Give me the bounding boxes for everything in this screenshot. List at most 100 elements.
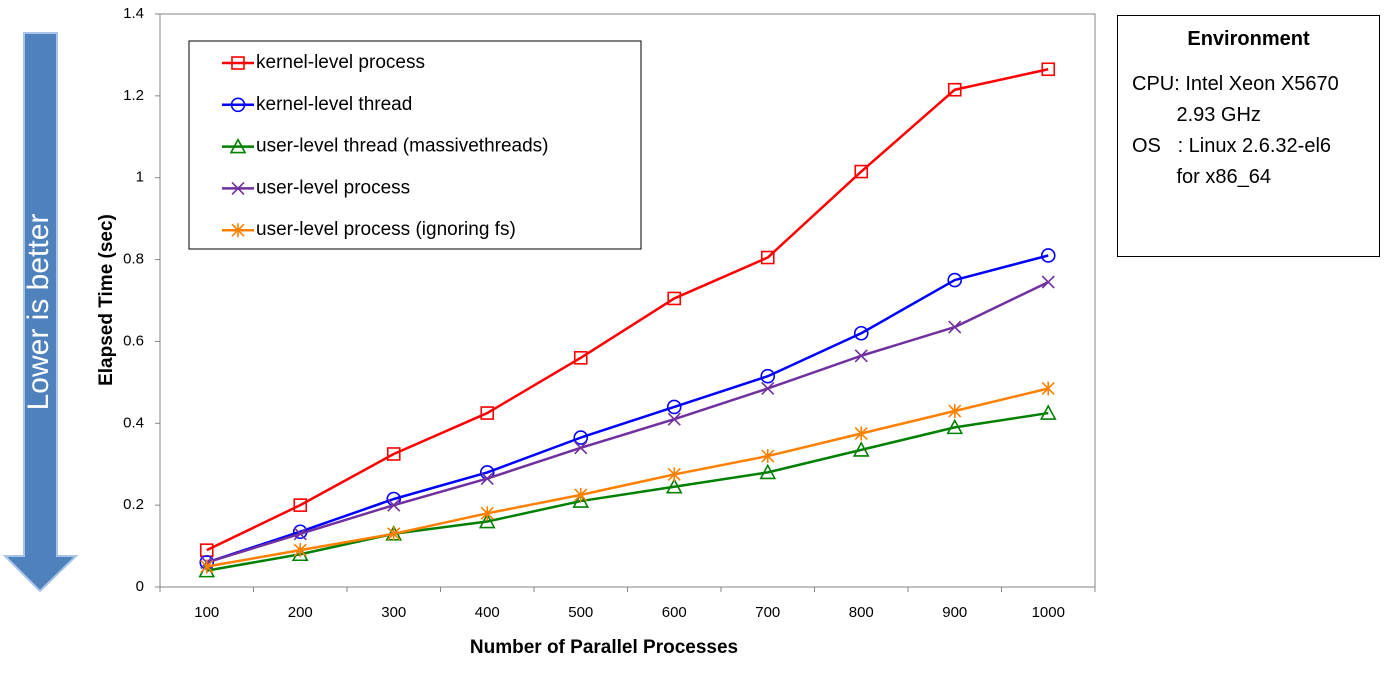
data-point	[667, 467, 681, 482]
data-point	[853, 325, 869, 341]
x-tick-label: 300	[381, 604, 406, 621]
x-tick-label: 800	[849, 604, 874, 621]
legend-box	[188, 40, 642, 250]
data-point	[854, 349, 868, 363]
data-point	[852, 441, 870, 457]
data-point	[229, 137, 247, 154]
data-point	[200, 559, 214, 574]
data-point	[231, 56, 245, 70]
series-line	[206, 280, 1049, 564]
series-line	[206, 387, 1049, 568]
data-point	[761, 449, 775, 464]
data-point	[480, 506, 494, 521]
data-point	[231, 223, 245, 238]
data-point	[667, 291, 682, 306]
data-point	[665, 478, 683, 494]
data-point	[573, 350, 588, 365]
data-point	[1039, 404, 1057, 420]
environment-os-line: OS : Linux 2.6.32-el6	[1132, 135, 1332, 157]
legend-item: kernel-level process	[222, 52, 425, 73]
x-tick-label: 100	[194, 604, 219, 621]
legend-item: user-level process (ignoring fs)	[222, 219, 516, 240]
legend-item: user-level thread (massivethreads)	[222, 136, 549, 157]
arrow-label: Lower is better	[22, 214, 55, 411]
y-tick-label: 0.6	[123, 332, 144, 349]
legend: kernel-level process kernel-level thread u…	[188, 40, 642, 250]
legend-item: kernel-level thread	[222, 94, 412, 115]
data-point	[1041, 62, 1056, 77]
x-tick-label: 500	[568, 604, 593, 621]
x-tick-label: 1000	[1032, 604, 1065, 621]
data-point	[666, 399, 682, 415]
environment-box: Environment CPU: Intel Xeon X5670 2.93 G…	[1117, 15, 1380, 257]
environment-cpu-speed-line: 2.93 GHz	[1132, 104, 1261, 126]
y-tick-label: 1.2	[123, 87, 144, 104]
data-point	[387, 498, 401, 512]
y-tick-label: 1.4	[123, 5, 144, 22]
data-point	[231, 181, 245, 195]
data-point	[947, 82, 962, 97]
environment-title: Environment	[1187, 28, 1310, 50]
data-point	[1041, 381, 1055, 396]
data-point	[573, 430, 589, 445]
data-point	[293, 527, 307, 541]
series-line	[206, 411, 1049, 572]
x-tick-label: 400	[475, 604, 500, 621]
data-point	[948, 404, 962, 419]
arrow-shape	[2, 32, 79, 593]
series-line	[206, 254, 1049, 564]
data-point	[854, 426, 868, 441]
series-kernel-level-thread	[199, 248, 1056, 570]
data-point	[946, 418, 964, 435]
legend-label: kernel-level thread	[256, 94, 412, 115]
y-tick-label: 0.4	[123, 414, 144, 431]
y-tick-label: 0.2	[123, 496, 144, 513]
y-axis: 0 0.2 0.4 0.6 0.8 1 1.2 1.4	[123, 5, 160, 595]
series-line	[206, 68, 1049, 552]
y-tick-label: 1	[136, 169, 144, 186]
y-tick-label: 0.8	[123, 251, 144, 268]
series-kernel-level-process	[199, 62, 1056, 557]
data-point	[387, 526, 401, 541]
data-point	[480, 471, 494, 486]
data-point	[574, 441, 588, 455]
data-point	[667, 412, 681, 426]
y-tick-label: 0	[136, 578, 144, 595]
x-tick-label: 600	[662, 604, 687, 621]
data-point	[230, 97, 246, 113]
x-tick-label: 700	[755, 604, 780, 621]
series-user-level-process	[200, 275, 1055, 570]
data-point	[947, 272, 963, 288]
x-axis: 100 200 300 400 500 600 700 800 900 1000	[159, 587, 1096, 621]
x-tick-label: 900	[942, 604, 967, 621]
legend-label: user-level process	[256, 177, 410, 198]
environment-cpu-line: CPU: Intel Xeon X5670	[1132, 73, 1339, 95]
data-point	[948, 320, 962, 334]
legend-label: user-level process (ignoring fs)	[256, 219, 516, 240]
data-point	[293, 498, 308, 512]
data-point	[1040, 248, 1056, 263]
data-point	[478, 512, 496, 529]
data-point	[572, 492, 590, 508]
x-axis-title: Number of Parallel Processes	[470, 637, 738, 658]
x-tick-label: 200	[288, 604, 313, 621]
legend-label: user-level thread (massivethreads)	[256, 136, 549, 157]
data-point	[854, 164, 869, 179]
data-point	[1041, 275, 1055, 289]
data-point	[761, 381, 775, 396]
lower-is-better-arrow: Lower is better	[2, 32, 79, 593]
series-layer	[198, 62, 1057, 578]
data-point	[293, 543, 307, 558]
legend-item: user-level process	[222, 177, 410, 198]
data-point	[480, 406, 495, 420]
environment-arch-line: for x86_64	[1132, 166, 1271, 188]
y-axis-title: Elapsed Time (sec)	[96, 214, 117, 386]
data-point	[574, 487, 588, 502]
data-point	[760, 368, 776, 384]
data-point	[760, 250, 775, 265]
data-point	[386, 447, 401, 461]
legend-label: kernel-level process	[256, 52, 425, 73]
series-user-level-process-ignoring-fs-	[200, 381, 1055, 574]
data-point	[759, 463, 777, 480]
